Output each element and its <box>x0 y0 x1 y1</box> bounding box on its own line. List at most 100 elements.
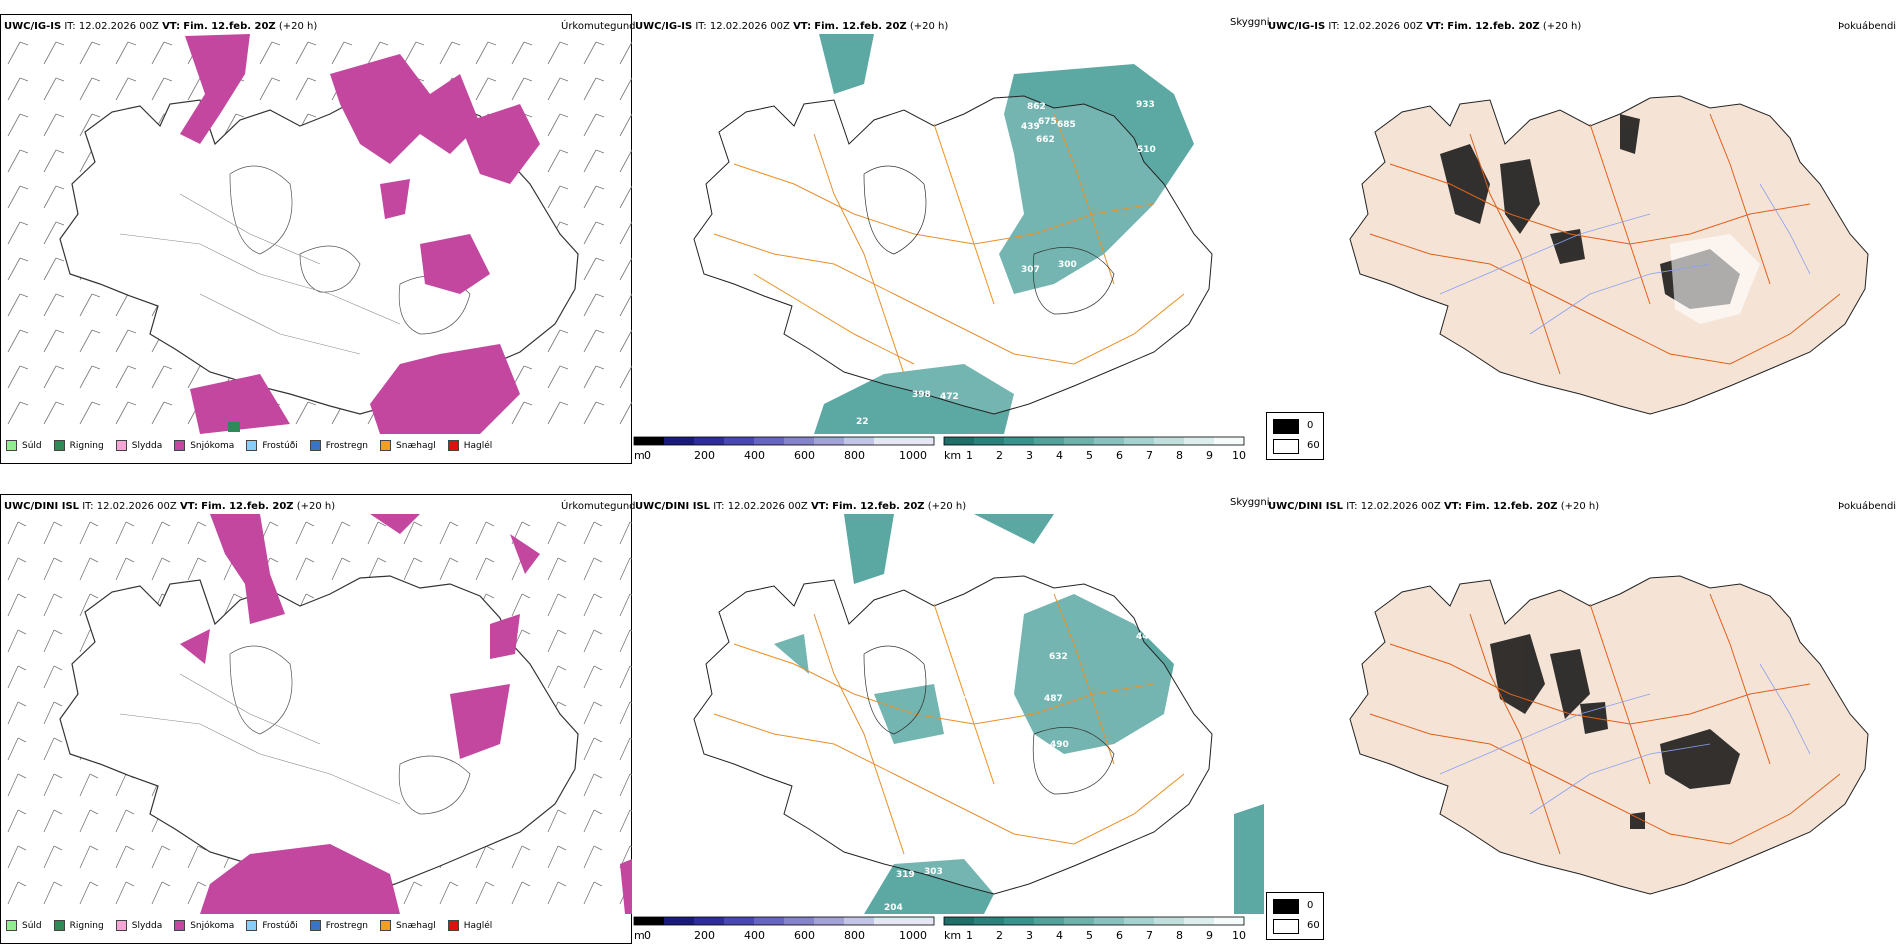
precip-map <box>0 514 632 914</box>
legend-item-rigning: Rigning <box>53 920 104 931</box>
cloud-base-labels: 862 439 675 685 662 933 510 509 161 307 … <box>856 100 1156 427</box>
lead-time: (+20 h) <box>1542 21 1582 32</box>
rivers <box>1439 183 1811 335</box>
cloud-tick: 800 <box>844 929 865 942</box>
fog-key-low-label: 60 <box>1307 440 1320 451</box>
legend-item-haglel: Haglél <box>447 440 492 451</box>
it-value: 12.02.2026 00Z <box>727 501 808 512</box>
cloud-label: 487 <box>1044 694 1063 704</box>
vis-tick: 10 <box>1232 929 1246 942</box>
snow-areas <box>180 514 632 914</box>
cloud-tick: 200 <box>694 929 715 942</box>
cloud-tick: 600 <box>794 449 815 462</box>
low-visibility-areas <box>774 514 1264 914</box>
it-value: 12.02.2026 00Z <box>96 501 177 512</box>
legend-swatch <box>115 440 127 451</box>
cloud-base-colorbar: m 0 200 400 600 800 1000 <box>633 436 935 462</box>
cloud-tick: 200 <box>694 449 715 462</box>
road-network <box>1369 593 1841 855</box>
model-name: UWC/IG-IS <box>1268 21 1326 32</box>
fog-key: 0 60 <box>1266 412 1324 460</box>
cloud-label: 490 <box>1050 740 1069 750</box>
fog-key-low-swatch <box>1273 439 1299 454</box>
fog-key-high-swatch <box>1273 419 1299 434</box>
vt-value: Fim. 12.feb. 20Z <box>814 21 907 32</box>
vt-label: VT: <box>179 501 198 512</box>
vis-tick: 1 <box>966 929 973 942</box>
legend-swatch <box>447 920 459 931</box>
vis-tick: 10 <box>1232 449 1246 462</box>
model-name: UWC/DINI ISL <box>1268 501 1344 512</box>
legend-item-frostudi: Frostúði <box>246 920 298 931</box>
cloud-label: 204 <box>884 903 903 913</box>
cloud-tick: 400 <box>744 449 765 462</box>
cloud-label: 448 <box>1136 632 1155 642</box>
cloud-label: 303 <box>924 867 943 877</box>
vis-scale-unit: km <box>944 449 961 462</box>
cloud-label: 912 <box>994 694 1013 704</box>
vis-tick: 1 <box>966 449 973 462</box>
it-value: 12.02.2026 00Z <box>709 21 790 32</box>
legend-swatch <box>53 440 65 451</box>
it-label: IT: <box>713 501 725 512</box>
legend-swatch <box>6 440 17 451</box>
iceland-outline <box>693 95 1213 415</box>
precip-map-title: Úrkomutegund <box>561 21 636 32</box>
cloud-label: 570 <box>892 622 911 632</box>
legend-item-snaehagl: Snæhagl <box>380 440 436 451</box>
cloud-label: 300 <box>1058 260 1077 270</box>
vt-label: VT: <box>1443 501 1462 512</box>
legend-swatch <box>380 440 392 451</box>
iceland-outline <box>693 575 1213 895</box>
vis-tick: 3 <box>1026 449 1033 462</box>
lead-time: (+20 h) <box>278 21 318 32</box>
panel-title-fog: UWC/DINI ISL IT: 12.02.2026 00Z VT: Fim.… <box>1268 501 1599 512</box>
fog-map <box>1349 95 1869 415</box>
legend-swatch <box>115 920 127 931</box>
visibility-map: 578 570 632 448 434 912 487 490 319 303 … <box>693 514 1264 914</box>
precip-map-title: Úrkomutegund <box>561 501 636 512</box>
it-label: IT: <box>1328 21 1340 32</box>
road-network <box>713 593 1185 855</box>
legend-item-sudd: Súld <box>6 920 42 931</box>
model-name: UWC/IG-IS <box>635 21 693 32</box>
cloud-base-labels: 578 570 632 448 434 912 487 490 319 303 … <box>884 607 1155 913</box>
vis-tick: 5 <box>1086 449 1093 462</box>
vis-tick: 6 <box>1116 929 1123 942</box>
panel-title-visibility: UWC/DINI ISL IT: 12.02.2026 00Z VT: Fim.… <box>635 501 966 512</box>
vis-tick: 8 <box>1176 929 1183 942</box>
cloud-tick: 1000 <box>899 449 927 462</box>
vis-scale-unit: km <box>944 929 961 942</box>
legend-item-snaehagl: Snæhagl <box>380 920 436 931</box>
fog-key: 0 60 <box>1266 892 1324 940</box>
lead-time: (+20 h) <box>1560 501 1600 512</box>
legend-item-slydda: Slydda <box>115 920 162 931</box>
cloud-label: 307 <box>1021 265 1040 275</box>
it-label: IT: <box>1346 501 1358 512</box>
fog-map <box>1349 575 1869 895</box>
cloud-tick: 0 <box>644 929 651 942</box>
it-label: IT: <box>695 21 707 32</box>
road-network <box>1369 113 1841 375</box>
vt-label: VT: <box>793 21 812 32</box>
legend-swatch <box>174 440 186 451</box>
cloud-label: 685 <box>1057 120 1076 130</box>
legend-item-haglel: Haglél <box>447 920 492 931</box>
snow-areas <box>180 34 540 434</box>
legend-item-snjokoma: Snjókoma <box>174 920 234 931</box>
cloud-scale-unit: m <box>634 929 645 942</box>
cloud-label: 632 <box>1049 652 1068 662</box>
fog-key-high-label: 0 <box>1307 420 1314 431</box>
legend-swatch <box>53 920 65 931</box>
vt-label: VT: <box>810 501 829 512</box>
vis-tick: 4 <box>1056 929 1063 942</box>
legend-item-frostregn: Frostregn <box>309 440 368 451</box>
legend-item-slydda: Slydda <box>115 440 162 451</box>
cloud-label: 439 <box>1021 122 1040 132</box>
vis-tick: 6 <box>1116 449 1123 462</box>
vis-tick: 8 <box>1176 449 1183 462</box>
fog-key-high-label: 0 <box>1307 900 1314 911</box>
fog-map-title: Þokuábendi <box>1838 21 1897 32</box>
vt-label: VT: <box>1426 21 1445 32</box>
lead-time: (+20 h) <box>296 501 336 512</box>
